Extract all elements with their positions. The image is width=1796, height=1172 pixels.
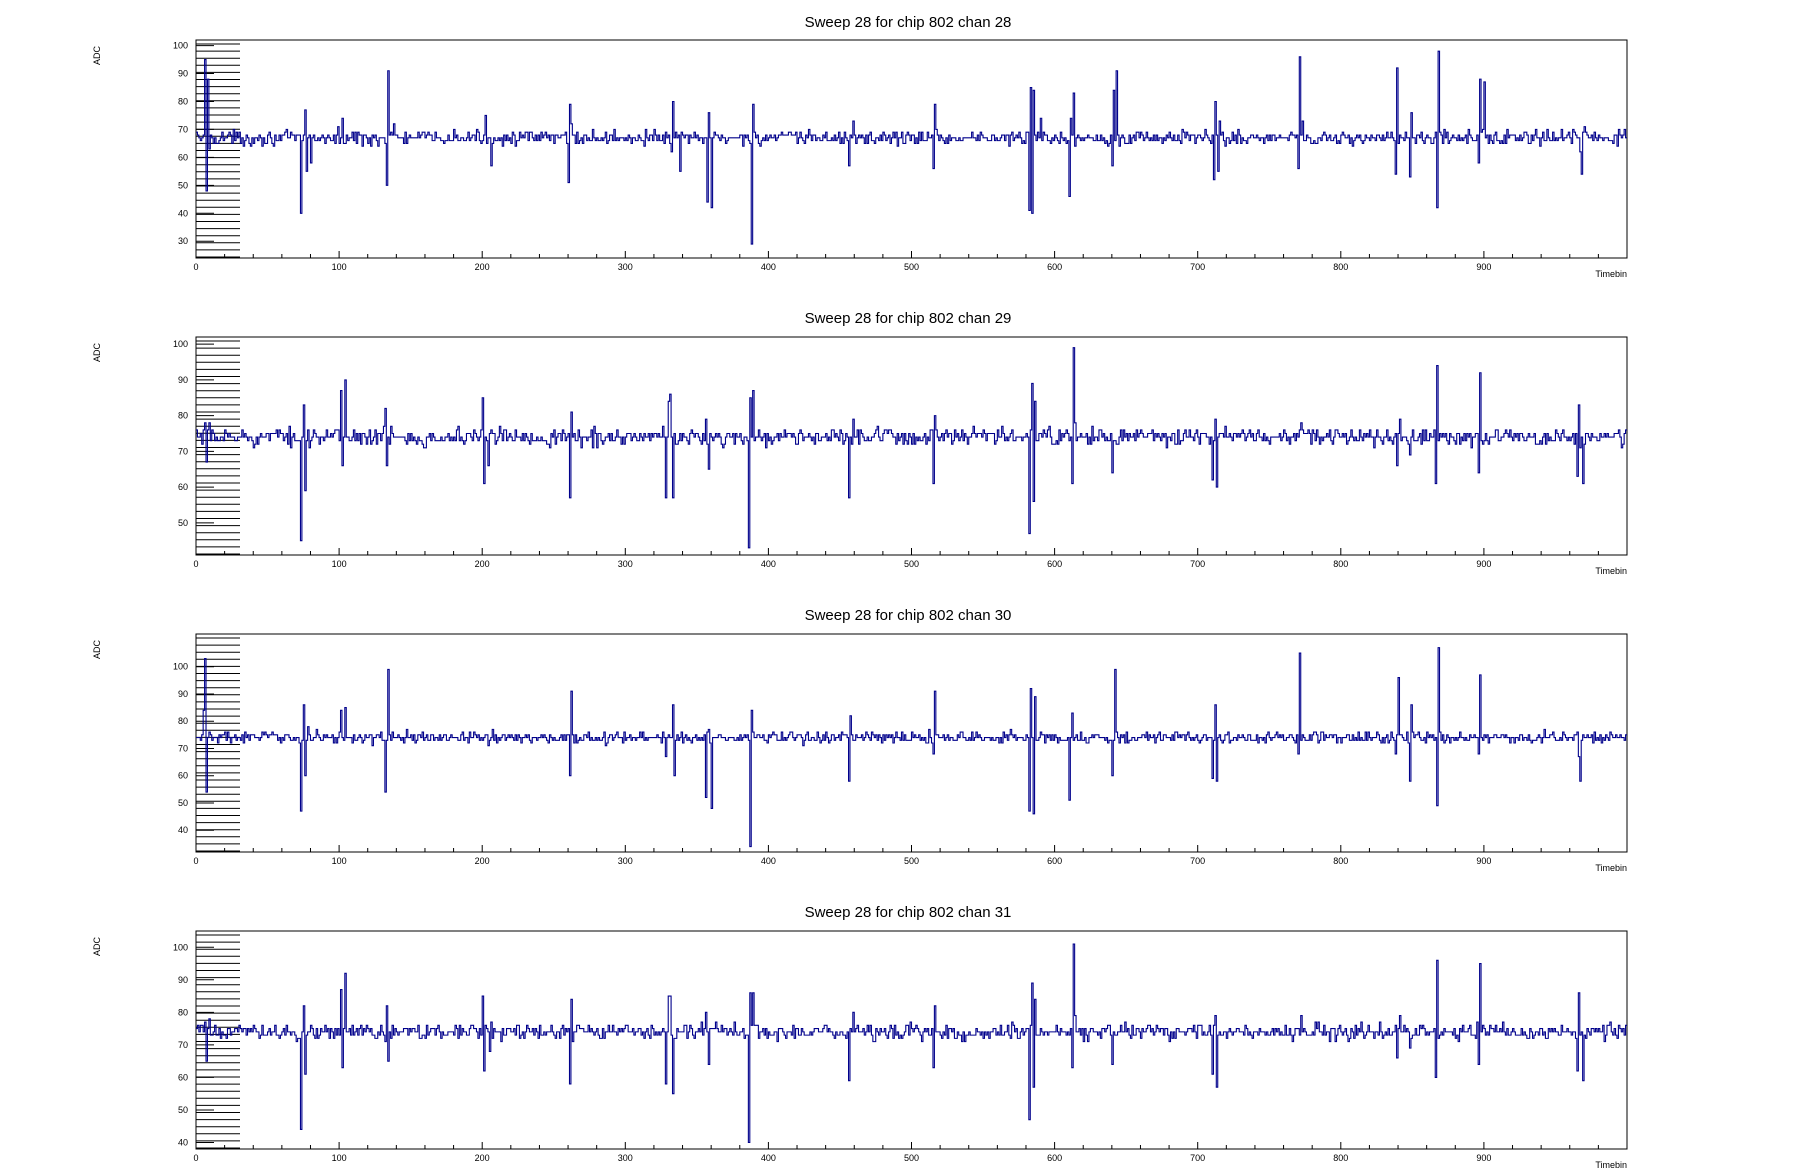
x-tick-label: 200: [475, 559, 490, 569]
x-tick-label: 800: [1333, 262, 1348, 272]
x-tick-label: 0: [193, 262, 198, 272]
y-axis-label: ADC: [92, 46, 102, 66]
x-tick-label: 300: [618, 559, 633, 569]
y-tick-label: 70: [178, 124, 188, 134]
y-axis-label: ADC: [92, 343, 102, 363]
y-tick-label: 90: [178, 69, 188, 79]
adc-trace: [196, 347, 1627, 549]
x-tick-label: 200: [475, 1153, 490, 1163]
left-axis-marks: [196, 934, 240, 1149]
x-tick-label: 700: [1190, 856, 1205, 866]
left-axis-marks: [196, 340, 240, 555]
y-axis-label: ADC: [92, 640, 102, 660]
y-tick-label: 40: [178, 1137, 188, 1147]
x-tick-label: 100: [332, 1153, 347, 1163]
x-tick-label: 700: [1190, 559, 1205, 569]
y-tick-label: 40: [178, 825, 188, 835]
x-tick-label: 400: [761, 856, 776, 866]
y-tick-label: 30: [178, 236, 188, 246]
adc-trace: [196, 943, 1627, 1144]
x-tick-label: 400: [761, 559, 776, 569]
x-tick-label: 600: [1047, 262, 1062, 272]
y-tick-label: 60: [178, 771, 188, 781]
x-tick-label: 500: [904, 559, 919, 569]
y-tick-label: 60: [178, 482, 188, 492]
y-tick-label: 100: [173, 942, 188, 952]
x-tick-label: 900: [1476, 559, 1491, 569]
y-tick-label: 50: [178, 798, 188, 808]
x-tick-label: 300: [618, 856, 633, 866]
x-tick-label: 600: [1047, 1153, 1062, 1163]
y-tick-label: 70: [178, 743, 188, 753]
x-tick-label: 600: [1047, 856, 1062, 866]
x-tick-label: 300: [618, 262, 633, 272]
panel-chan-28: Sweep 28 for chip 802 chan 28 ADC Timebi…: [92, 14, 1628, 279]
x-tick-label: 800: [1333, 559, 1348, 569]
left-axis-marks: [196, 43, 240, 258]
x-tick-label: 0: [193, 1153, 198, 1163]
x-axis-label: Timebin: [1595, 566, 1627, 576]
y-tick-label: 80: [178, 411, 188, 421]
plot-frame: [195, 930, 1628, 1150]
x-tick-label: 600: [1047, 559, 1062, 569]
panel-title: Sweep 28 for chip 802 chan 30: [805, 607, 1012, 624]
panel-chan-31: Sweep 28 for chip 802 chan 31 ADC Timebi…: [92, 904, 1628, 1170]
x-tick-label: 200: [475, 262, 490, 272]
x-tick-label: 400: [761, 262, 776, 272]
x-axis-label: Timebin: [1595, 269, 1627, 279]
y-tick-label: 40: [178, 208, 188, 218]
panel-chan-29: Sweep 28 for chip 802 chan 29 ADC Timebi…: [92, 310, 1628, 576]
y-axis-label: ADC: [92, 937, 102, 957]
y-tick-label: 80: [178, 1007, 188, 1017]
x-tick-label: 500: [904, 1153, 919, 1163]
plot-frame: [195, 336, 1628, 556]
x-tick-label: 700: [1190, 262, 1205, 272]
x-tick-label: 800: [1333, 856, 1348, 866]
y-tick-label: 90: [178, 975, 188, 985]
x-tick-label: 900: [1476, 1153, 1491, 1163]
panel-title: Sweep 28 for chip 802 chan 28: [805, 14, 1012, 31]
x-tick-label: 100: [332, 856, 347, 866]
x-axis-label: Timebin: [1595, 1160, 1627, 1170]
x-tick-label: 300: [618, 1153, 633, 1163]
panel-chan-30: Sweep 28 for chip 802 chan 30 ADC Timebi…: [92, 607, 1628, 873]
x-tick-label: 0: [193, 856, 198, 866]
x-tick-label: 100: [332, 559, 347, 569]
x-tick-label: 900: [1476, 262, 1491, 272]
y-tick-label: 50: [178, 180, 188, 190]
y-tick-label: 50: [178, 518, 188, 528]
panel-title: Sweep 28 for chip 802 chan 31: [805, 904, 1012, 921]
y-tick-label: 60: [178, 152, 188, 162]
x-tick-label: 500: [904, 856, 919, 866]
panel-title: Sweep 28 for chip 802 chan 29: [805, 310, 1012, 327]
x-tick-label: 800: [1333, 1153, 1348, 1163]
y-tick-label: 100: [173, 662, 188, 672]
x-tick-label: 900: [1476, 856, 1491, 866]
x-tick-label: 400: [761, 1153, 776, 1163]
y-tick-label: 100: [173, 41, 188, 51]
x-tick-label: 700: [1190, 1153, 1205, 1163]
x-tick-label: 200: [475, 856, 490, 866]
y-tick-label: 60: [178, 1072, 188, 1082]
x-axis-label: Timebin: [1595, 863, 1627, 873]
y-tick-label: 70: [178, 1040, 188, 1050]
plot-frame: [195, 39, 1628, 259]
adc-trace: [196, 50, 1627, 245]
x-tick-label: 0: [193, 559, 198, 569]
y-tick-label: 100: [173, 339, 188, 349]
x-tick-label: 500: [904, 262, 919, 272]
y-tick-label: 70: [178, 446, 188, 456]
y-tick-label: 50: [178, 1105, 188, 1115]
adc-trace: [196, 647, 1627, 848]
y-tick-label: 80: [178, 716, 188, 726]
y-tick-label: 90: [178, 375, 188, 385]
left-axis-marks: [196, 637, 240, 852]
x-tick-label: 100: [332, 262, 347, 272]
y-tick-label: 90: [178, 689, 188, 699]
plot-frame: [195, 633, 1628, 853]
y-tick-label: 80: [178, 96, 188, 106]
